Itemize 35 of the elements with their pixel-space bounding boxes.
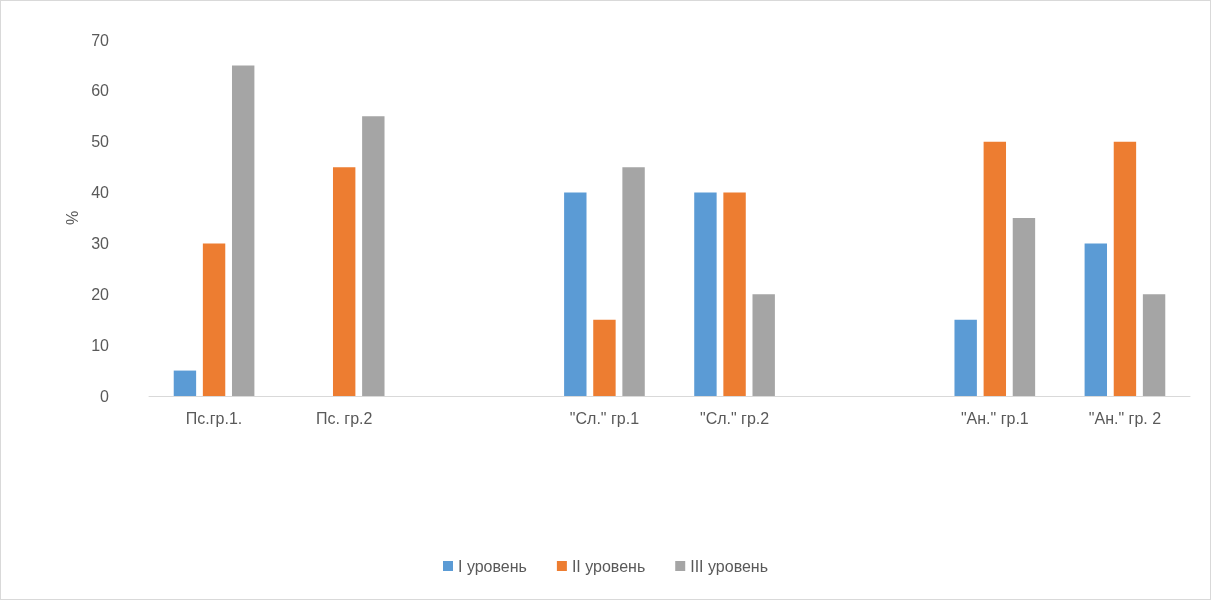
y-tick-label: 60 (91, 82, 110, 100)
bar (983, 141, 1007, 396)
y-axis-title: % (63, 210, 81, 226)
y-tick-label: 50 (91, 133, 110, 151)
x-tick-label: "Ан." гр. 2 (1088, 409, 1162, 427)
bar (954, 319, 977, 396)
x-tick-label: Пс. гр.2 (315, 409, 373, 427)
bar (332, 167, 356, 396)
bar (362, 116, 385, 396)
bar (752, 294, 775, 396)
bar (1113, 141, 1137, 396)
bar (202, 243, 226, 396)
bar (622, 167, 645, 396)
bar (723, 192, 746, 396)
y-tick-label: 10 (91, 336, 110, 354)
y-tick-label: 0 (100, 387, 110, 405)
bar (564, 192, 587, 396)
bar (593, 319, 616, 396)
x-tick-label: Пс.гр.1. (185, 409, 243, 427)
x-tick-label: "Сл." гр.1 (569, 409, 640, 427)
bar (1142, 294, 1166, 396)
bar (1012, 218, 1036, 396)
x-tick-label: "Ан." гр.1 (960, 409, 1029, 427)
y-tick-label: 70 (91, 31, 110, 49)
y-tick-label: 40 (91, 184, 110, 202)
y-tick-label: 20 (91, 285, 110, 303)
bar (173, 370, 197, 396)
legend-label: III уровень (690, 557, 769, 575)
bar (694, 192, 717, 396)
y-tick-label: 30 (91, 234, 110, 252)
legend-label: I уровень (457, 557, 527, 575)
bar (1084, 243, 1108, 396)
bar (231, 65, 255, 396)
x-tick-label: "Сл." гр.2 (699, 409, 770, 427)
legend-label: II уровень (571, 557, 646, 575)
